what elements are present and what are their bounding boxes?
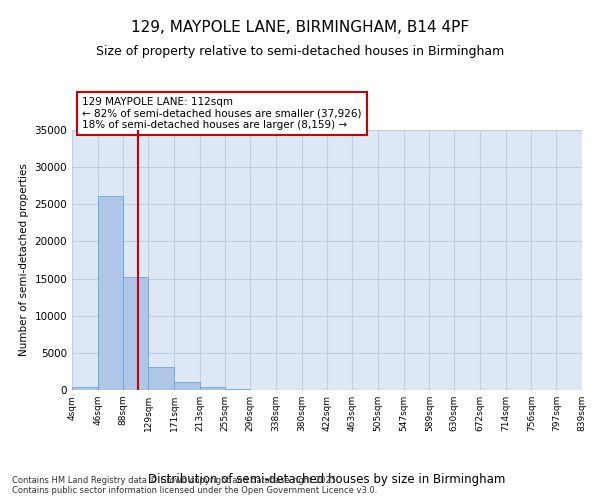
Bar bbox=[174, 382, 200, 390]
Bar bbox=[200, 386, 226, 390]
Y-axis label: Number of semi-detached properties: Number of semi-detached properties bbox=[19, 164, 29, 356]
Text: 129, MAYPOLE LANE, BIRMINGHAM, B14 4PF: 129, MAYPOLE LANE, BIRMINGHAM, B14 4PF bbox=[131, 20, 469, 35]
X-axis label: Distribution of semi-detached houses by size in Birmingham: Distribution of semi-detached houses by … bbox=[148, 473, 506, 486]
Bar bbox=[98, 196, 124, 390]
Bar bbox=[124, 277, 148, 390]
Bar bbox=[72, 387, 98, 390]
Bar bbox=[148, 367, 174, 390]
Text: Contains HM Land Registry data © Crown copyright and database right 2025.
Contai: Contains HM Land Registry data © Crown c… bbox=[12, 476, 377, 495]
Text: Size of property relative to semi-detached houses in Birmingham: Size of property relative to semi-detach… bbox=[96, 45, 504, 58]
Text: 129 MAYPOLE LANE: 112sqm
← 82% of semi-detached houses are smaller (37,926)
18% : 129 MAYPOLE LANE: 112sqm ← 82% of semi-d… bbox=[82, 97, 362, 130]
